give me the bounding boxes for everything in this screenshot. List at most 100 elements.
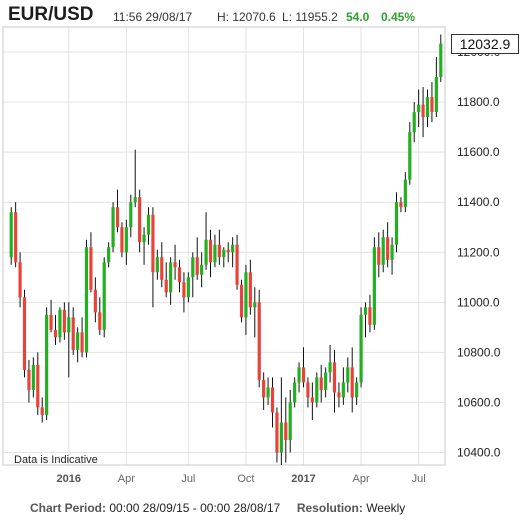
- candle: [98, 297, 102, 335]
- candle: [332, 349, 337, 413]
- candlestick-series: [9, 34, 443, 465]
- x-axis: 2016 Apr Jul Oct 2017 Apr Jul: [57, 473, 426, 485]
- candle-body: [129, 202, 133, 228]
- candle-body: [142, 234, 146, 243]
- candle-body: [377, 247, 381, 265]
- candle-body: [301, 367, 306, 383]
- last-price-label: 12032.9: [451, 34, 519, 54]
- candle-body: [399, 202, 403, 208]
- candle-body: [244, 272, 248, 318]
- candle-body: [425, 97, 430, 118]
- candle: [67, 302, 71, 378]
- candle: [253, 287, 257, 338]
- candle: [191, 252, 195, 298]
- change-percent: 0.45%: [381, 10, 416, 24]
- candle: [138, 189, 142, 253]
- candle-body: [439, 43, 443, 78]
- candle-body: [324, 372, 328, 390]
- candle-body: [124, 227, 128, 253]
- candle-body: [337, 392, 341, 398]
- candle: [239, 279, 244, 323]
- candle-body: [421, 104, 425, 118]
- candle-body: [297, 367, 301, 383]
- candle-body: [62, 309, 66, 333]
- candle: [151, 207, 155, 308]
- candle-body: [315, 377, 319, 403]
- candle: [368, 294, 372, 333]
- candle-body: [160, 257, 164, 280]
- y-tick-label: 11400.0: [457, 195, 500, 209]
- candle: [111, 202, 115, 253]
- candle-body: [186, 277, 190, 298]
- candle: [231, 237, 235, 268]
- candle-body: [71, 317, 75, 350]
- candle-body: [89, 247, 93, 290]
- candle-body: [191, 257, 195, 278]
- price-chart[interactable]: 10400.0 10600.0 10800.0 11000.0 11200.0 11400…: [0, 0, 532, 500]
- plot-frame: [2, 26, 446, 466]
- candle-body: [217, 244, 221, 258]
- candle: [36, 352, 40, 415]
- candle: [58, 307, 62, 343]
- candle: [337, 382, 341, 408]
- candle-body: [430, 97, 434, 113]
- candle-body: [204, 239, 208, 265]
- candle: [27, 359, 31, 403]
- candle-body: [235, 244, 239, 285]
- candle: [142, 227, 146, 265]
- candle: [160, 242, 164, 288]
- y-tick-label: 10600.0: [457, 395, 501, 409]
- candle-body: [412, 112, 416, 133]
- candle: [80, 317, 84, 358]
- period-value: 00:00 28/09/15 - 00:00 28/08/17: [109, 501, 281, 515]
- candle: [208, 229, 213, 278]
- candle-body: [76, 332, 80, 350]
- candle: [275, 407, 279, 463]
- candle-body: [434, 77, 438, 113]
- candle: [146, 207, 151, 245]
- candle: [310, 382, 314, 420]
- candle-body: [293, 382, 297, 403]
- y-tick-label: 11200.0: [457, 245, 500, 259]
- candle-body: [14, 212, 18, 263]
- resolution-label: Resolution:: [296, 501, 363, 515]
- candle: [266, 377, 270, 405]
- candle-body: [115, 207, 120, 228]
- candle: [293, 377, 297, 408]
- candle-body: [195, 257, 199, 275]
- candle: [107, 242, 111, 268]
- candle-body: [31, 364, 35, 390]
- candle-body: [403, 179, 407, 208]
- candle: [89, 232, 93, 293]
- y-tick-label: 11800.0: [457, 95, 500, 109]
- candle: [76, 327, 80, 363]
- candle-body: [49, 314, 53, 330]
- candle-body: [310, 397, 314, 403]
- candle: [417, 89, 421, 128]
- candle: [319, 364, 323, 403]
- timestamp: 11:56 29/08/17: [113, 10, 193, 24]
- candle-body: [381, 237, 385, 265]
- candle-body: [40, 407, 44, 415]
- candle-body: [169, 262, 173, 293]
- y-axis: 10400.0 10600.0 10800.0 11000.0 11200.0 11400…: [457, 45, 501, 459]
- candle-body: [133, 197, 137, 203]
- candle: [124, 219, 128, 265]
- candle-body: [213, 244, 217, 263]
- candle-body: [341, 382, 345, 398]
- y-tick-label: 10400.0: [457, 445, 501, 459]
- candle: [301, 347, 306, 388]
- candle: [204, 212, 208, 270]
- candle: [155, 249, 159, 280]
- candle-body: [417, 104, 421, 113]
- candle: [49, 299, 53, 333]
- x-tick-label: Jul: [181, 473, 195, 485]
- candle-body: [319, 377, 323, 390]
- candle-body: [390, 244, 394, 260]
- candle: [390, 237, 394, 275]
- candle: [421, 87, 425, 138]
- candle: [120, 222, 124, 258]
- candle-body: [328, 362, 332, 373]
- candle: [31, 357, 35, 398]
- candle: [324, 367, 328, 398]
